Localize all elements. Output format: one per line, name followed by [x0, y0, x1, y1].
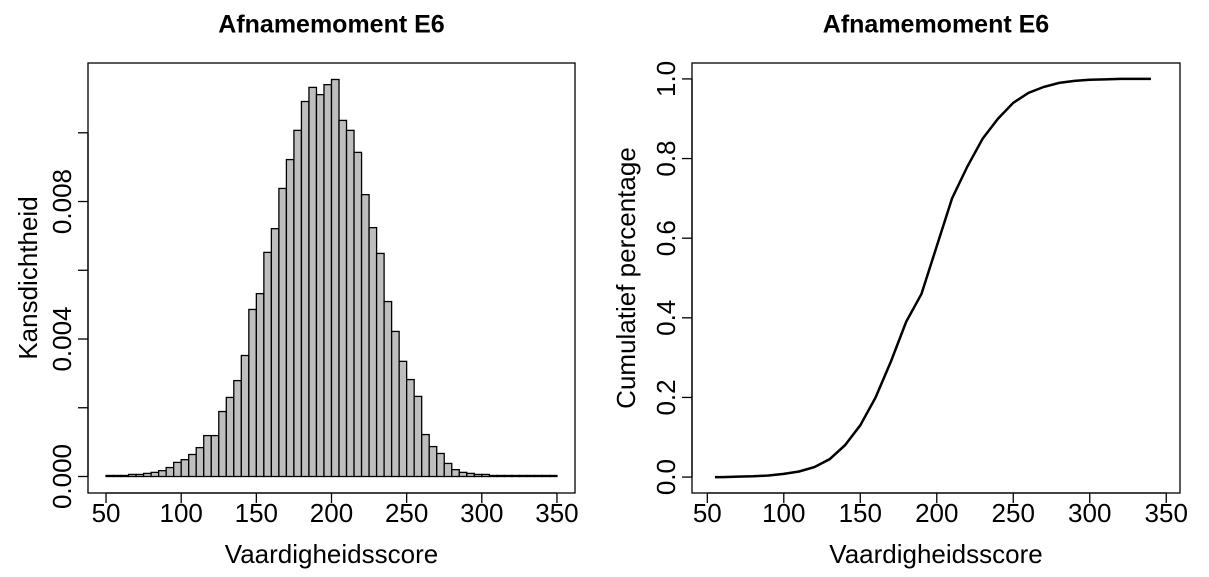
- bar: [518, 474, 528, 478]
- bar: [338, 119, 348, 478]
- bar: [112, 474, 122, 478]
- bar: [496, 474, 506, 478]
- x-tick-label: 350: [1145, 498, 1188, 528]
- x-tick-label: 250: [385, 498, 428, 528]
- bar: [308, 86, 318, 478]
- chart-title: Afnamemoment E6: [218, 11, 444, 39]
- x-tick-label: 250: [992, 498, 1035, 528]
- bar: [466, 472, 475, 478]
- bar: [173, 461, 182, 478]
- bar: [135, 473, 145, 478]
- bar: [300, 100, 310, 478]
- plot-frame: [691, 62, 1181, 494]
- x-tick-label: 300: [1068, 498, 1111, 528]
- x-axis-label: Vaardigheidsscore: [225, 539, 438, 569]
- bar: [165, 466, 175, 478]
- bar: [413, 395, 423, 478]
- y-axis-label: Kansdichtheid: [13, 196, 43, 359]
- x-tick-label: 200: [915, 498, 958, 528]
- x-tick-label: 150: [235, 498, 278, 528]
- bar: [451, 468, 460, 478]
- bar: [270, 228, 280, 478]
- y-tick-label: 0.6: [651, 220, 681, 256]
- bar: [526, 474, 536, 478]
- bar: [120, 474, 130, 478]
- bar: [180, 459, 190, 478]
- x-tick-label: 350: [535, 498, 578, 528]
- bar: [488, 474, 498, 478]
- bar: [255, 292, 265, 478]
- y-tick-label: 1.0: [651, 61, 681, 97]
- bar: [293, 129, 303, 478]
- bar: [210, 434, 220, 478]
- bar: [195, 446, 205, 478]
- bar: [481, 473, 490, 478]
- bar: [225, 396, 235, 478]
- bar: [458, 471, 468, 478]
- cdf-line: [714, 77, 1151, 479]
- bar: [330, 78, 340, 478]
- bar: [436, 452, 445, 478]
- bar: [263, 251, 273, 478]
- bar: [218, 410, 227, 478]
- bar: [248, 308, 257, 478]
- bar: [240, 354, 250, 478]
- bar: [360, 193, 370, 478]
- y-tick-label: 0.4: [651, 300, 681, 336]
- y-tick-label: 0.8: [651, 140, 681, 176]
- bar: [353, 151, 363, 478]
- bar: [233, 379, 242, 478]
- x-tick-label: 50: [92, 498, 121, 528]
- bar: [406, 378, 415, 478]
- x-tick-label: 150: [839, 498, 882, 528]
- bar: [503, 474, 513, 478]
- bar: [142, 472, 152, 478]
- bar: [443, 462, 453, 478]
- bar: [368, 226, 378, 478]
- y-tick-label: 0.0: [651, 459, 681, 495]
- x-tick-label: 100: [762, 498, 805, 528]
- y-axis-label: Cumulatief percentage: [611, 147, 641, 409]
- x-tick-label: 100: [159, 498, 202, 528]
- bar: [127, 473, 137, 478]
- bar: [105, 474, 115, 478]
- bar: [533, 474, 543, 478]
- y-tick-label: 0.004: [47, 306, 77, 371]
- bar: [421, 433, 430, 478]
- x-tick-label: 200: [310, 498, 353, 528]
- bar: [315, 93, 325, 478]
- bar: [345, 129, 355, 478]
- bar: [541, 474, 551, 478]
- x-tick-label: 50: [693, 498, 722, 528]
- bar: [383, 300, 393, 478]
- bar: [473, 473, 483, 478]
- chart-title: Afnamemoment E6: [823, 11, 1049, 39]
- y-tick-label: 0.008: [47, 169, 77, 234]
- x-tick-label: 300: [460, 498, 503, 528]
- bar: [428, 445, 438, 478]
- x-axis-label: Vaardigheidsscore: [829, 539, 1042, 569]
- bar: [548, 474, 558, 478]
- bar: [398, 360, 408, 478]
- bar: [511, 474, 521, 478]
- y-tick-label: 0.2: [651, 379, 681, 415]
- bar: [203, 434, 212, 478]
- y-tick-label: 0.000: [47, 444, 77, 509]
- bar: [278, 187, 288, 478]
- bar: [285, 158, 295, 478]
- bar: [188, 453, 197, 478]
- bar: [150, 471, 160, 478]
- bar: [375, 252, 385, 478]
- bar: [390, 330, 400, 478]
- bar: [157, 470, 167, 478]
- bar: [323, 84, 333, 478]
